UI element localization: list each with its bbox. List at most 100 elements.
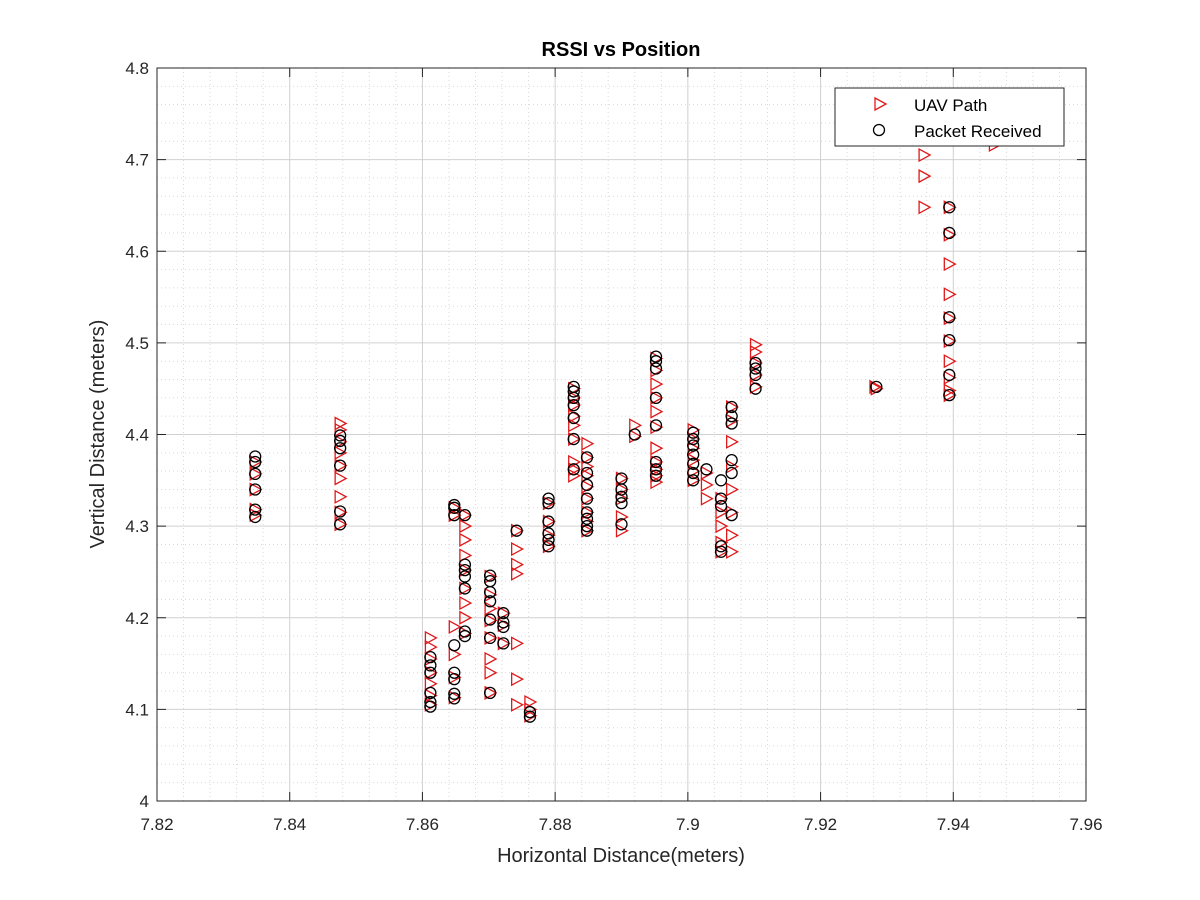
packet-received-point <box>497 607 510 620</box>
packet-received-point <box>497 616 510 629</box>
packet-received-point <box>458 508 472 522</box>
uav-path-point <box>700 477 714 492</box>
packet-received-point <box>542 497 555 510</box>
legend-triangle-icon <box>874 96 888 112</box>
uav-path-point <box>918 169 932 184</box>
uav-path-point <box>615 523 629 538</box>
packet-received-point <box>523 705 537 719</box>
uav-path-point <box>334 445 348 460</box>
packet-received-point <box>615 490 628 503</box>
packet-received-point <box>725 466 738 480</box>
packet-received-point <box>687 448 700 461</box>
packet-received-point <box>649 469 663 482</box>
packet-received-point <box>249 510 262 524</box>
packet-received-point <box>567 463 580 476</box>
legend-label-packet-received: Packet Received <box>914 122 1042 141</box>
uav-path-point <box>650 404 664 419</box>
uav-path-point <box>511 557 525 572</box>
packet-received-point <box>580 478 594 492</box>
uav-path-point <box>524 694 538 710</box>
uav-path-point <box>484 601 498 616</box>
x-tick-label: 7.88 <box>539 815 572 834</box>
y-tick-label: 4.4 <box>125 426 149 445</box>
packet-received-point <box>249 450 262 463</box>
packet-received-point <box>567 385 580 398</box>
y-tick-labels: 4 4.1 4.2 4.3 4.4 4.5 4.6 4.7 4.8 <box>125 59 149 811</box>
packet-received-point <box>458 582 472 595</box>
packet-received-point <box>649 355 663 368</box>
packet-received-point <box>542 527 555 540</box>
packet-received-point <box>700 463 713 476</box>
uav-path-point <box>943 383 957 398</box>
packet-received-point <box>483 569 497 582</box>
packet-received-point <box>687 426 700 439</box>
packet-received-point <box>424 659 437 672</box>
x-tick-label: 7.82 <box>140 815 173 834</box>
packet-received-point <box>725 454 738 467</box>
uav-path-point <box>918 147 932 163</box>
packet-received-point <box>725 400 738 414</box>
packet-received-point <box>714 545 728 558</box>
uav-path-point <box>581 436 595 451</box>
packet-received-point <box>649 455 663 469</box>
packet-received-point <box>523 710 537 723</box>
packet-received-point <box>615 497 628 510</box>
uav-path-point <box>459 595 473 611</box>
packet-received-point <box>580 519 594 533</box>
packet-received-point <box>649 362 663 375</box>
packet-received-point <box>510 524 523 537</box>
uav-path-point <box>615 509 629 525</box>
uav-path-point <box>459 532 473 547</box>
packet-received-point <box>943 388 956 402</box>
packet-received-point <box>333 442 347 455</box>
uav-path-point <box>511 672 525 687</box>
packet-received-point <box>448 666 461 679</box>
packet-received-point <box>483 613 497 626</box>
packet-received-point <box>458 558 472 571</box>
packet-received-point <box>649 350 663 363</box>
legend-label-uav-path: UAV Path <box>914 96 987 115</box>
packet-received-point <box>458 629 472 643</box>
packet-received-point <box>580 506 594 519</box>
packet-received-point <box>615 472 628 485</box>
packet-received-point <box>870 380 883 394</box>
packet-received-point <box>943 226 956 240</box>
uav-path-point <box>334 416 348 431</box>
uav-path-point <box>918 200 932 215</box>
uav-path-point <box>700 491 714 506</box>
uav-path-point <box>726 434 740 449</box>
uav-path-point <box>448 647 462 662</box>
legend-box <box>834 87 1065 147</box>
packet-received-point <box>687 474 700 487</box>
uav-path-point <box>943 287 957 302</box>
packet-received-point <box>714 474 728 487</box>
x-tick-label: 7.94 <box>937 815 970 834</box>
packet-received-point <box>943 368 956 382</box>
uav-path-point <box>459 548 473 563</box>
x-tick-label: 7.96 <box>1069 815 1102 834</box>
packet-received-point <box>497 637 510 650</box>
packet-received-point <box>649 391 663 405</box>
packet-received-point <box>458 570 472 583</box>
packet-received-point <box>580 492 594 505</box>
packet-received-series <box>249 201 956 723</box>
uav-path-point <box>334 489 348 504</box>
uav-path-point <box>581 459 595 474</box>
packet-received-point <box>448 498 461 512</box>
legend-circle-icon <box>872 123 886 137</box>
uav-path-point <box>650 441 664 456</box>
packet-received-point <box>333 518 347 531</box>
packet-received-point <box>542 515 555 528</box>
packet-received-point <box>483 574 497 588</box>
uav-path-point <box>511 541 525 557</box>
packet-received-point <box>448 692 461 705</box>
x-axis-label: Horizontal Distance(meters) <box>497 845 745 867</box>
packet-received-point <box>483 595 497 608</box>
uav-path-point <box>749 344 763 360</box>
packet-received-point <box>725 410 738 423</box>
packet-received-point <box>424 686 437 700</box>
uav-path-point <box>484 665 498 680</box>
packet-received-point <box>749 368 762 382</box>
uav-path-point <box>687 453 701 468</box>
